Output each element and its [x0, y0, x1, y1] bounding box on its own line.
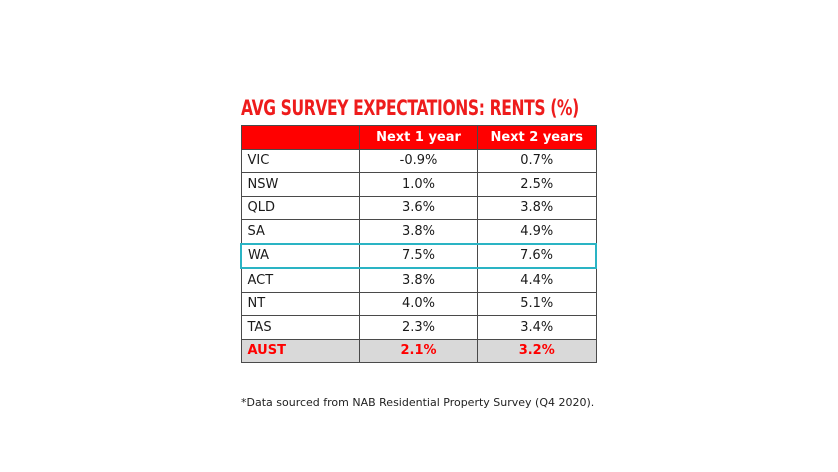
- header-next-2-years: Next 2 years: [476, 125, 597, 150]
- table-row: NT 4.0% 5.1%: [240, 291, 597, 316]
- state-cell: VIC: [240, 148, 361, 173]
- header-next-1-year: Next 1 year: [359, 125, 478, 150]
- state-cell: TAS: [240, 315, 361, 340]
- header-state: [240, 125, 361, 150]
- table-row: ACT 3.8% 4.4%: [240, 267, 597, 293]
- next-1-year-cell: 2.3%: [359, 315, 478, 340]
- next-2-years-cell: 5.1%: [476, 291, 597, 316]
- next-1-year-cell: 1.0%: [359, 172, 478, 197]
- next-1-year-cell: 4.0%: [359, 291, 478, 316]
- table-row: AUST 2.1% 3.2%: [240, 338, 597, 363]
- table-row: NSW 1.0% 2.5%: [240, 172, 597, 197]
- next-1-year-cell: 2.1%: [359, 338, 478, 363]
- rents-table: Next 1 year Next 2 years VIC -0.9% 0.7% NSW…: [240, 125, 597, 363]
- next-2-years-cell: 7.6%: [476, 242, 597, 269]
- next-1-year-cell: 3.8%: [359, 219, 478, 244]
- chart-title: AVG SURVEY EXPECTATIONS: RENTS (%): [241, 96, 579, 120]
- table-row: VIC -0.9% 0.7%: [240, 148, 597, 173]
- table-row: SA 3.8% 4.9%: [240, 219, 597, 244]
- state-cell: NSW: [240, 172, 361, 197]
- next-1-year-cell: -0.9%: [359, 148, 478, 173]
- state-cell: QLD: [240, 195, 361, 220]
- state-cell: WA: [240, 242, 361, 269]
- table-row: WA 7.5% 7.6%: [240, 242, 597, 269]
- state-cell: ACT: [240, 267, 361, 293]
- next-2-years-cell: 3.2%: [476, 338, 597, 363]
- table-row: TAS 2.3% 3.4%: [240, 315, 597, 340]
- next-2-years-cell: 3.4%: [476, 315, 597, 340]
- next-2-years-cell: 4.4%: [476, 267, 597, 293]
- table-row: QLD 3.6% 3.8%: [240, 195, 597, 220]
- footnote: *Data sourced from NAB Residential Prope…: [241, 396, 595, 409]
- next-2-years-cell: 2.5%: [476, 172, 597, 197]
- next-2-years-cell: 0.7%: [476, 148, 597, 173]
- state-cell: NT: [240, 291, 361, 316]
- state-cell: AUST: [240, 338, 361, 363]
- next-2-years-cell: 3.8%: [476, 195, 597, 220]
- table-header-row: Next 1 year Next 2 years: [240, 125, 597, 150]
- next-1-year-cell: 3.6%: [359, 195, 478, 220]
- next-2-years-cell: 4.9%: [476, 219, 597, 244]
- next-1-year-cell: 3.8%: [359, 267, 478, 293]
- state-cell: SA: [240, 219, 361, 244]
- next-1-year-cell: 7.5%: [359, 242, 478, 269]
